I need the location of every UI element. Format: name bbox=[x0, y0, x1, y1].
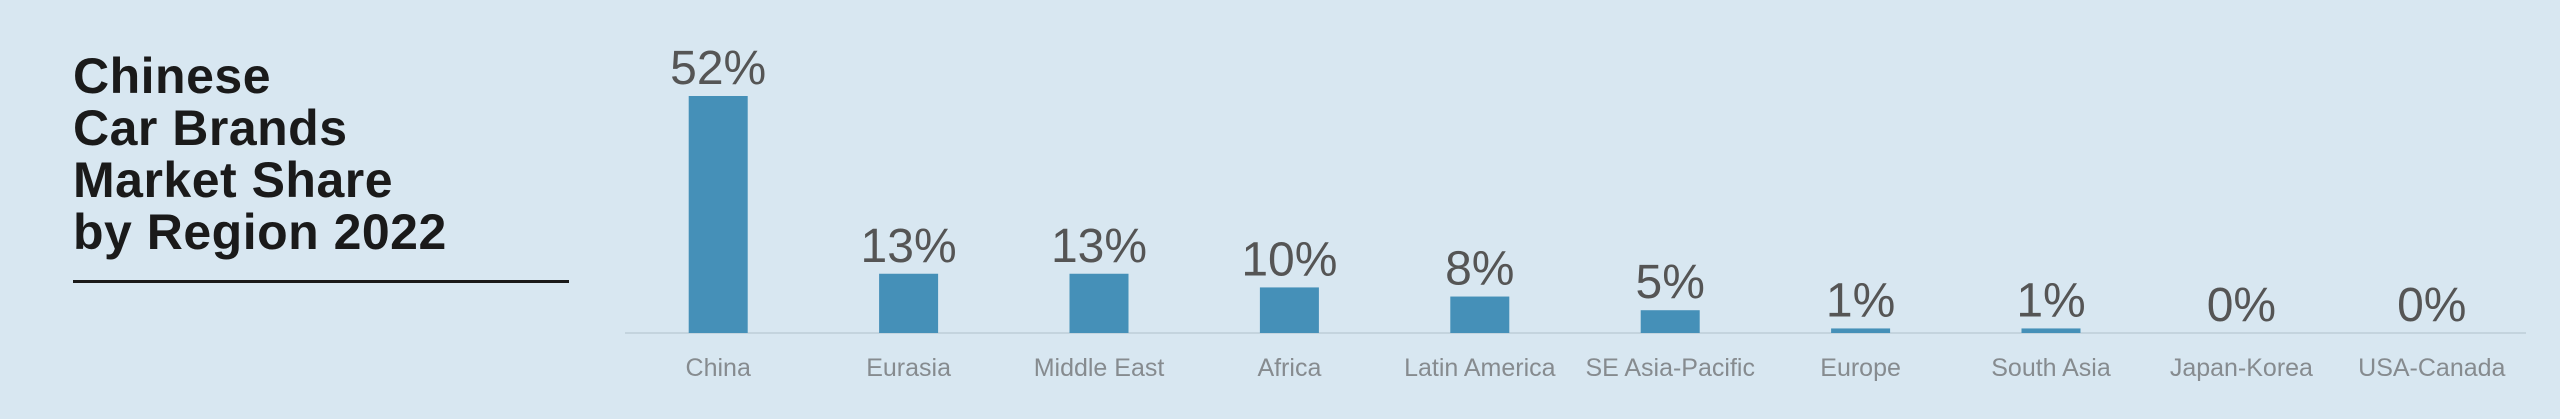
bar bbox=[1450, 296, 1510, 333]
value-label: 1% bbox=[1826, 274, 1895, 327]
chart-title: Chinese Car Brands Market Share by Regio… bbox=[73, 48, 447, 260]
bar bbox=[1640, 310, 1700, 333]
x-tick-label: China bbox=[686, 354, 751, 382]
value-label: 10% bbox=[1241, 233, 1337, 286]
value-label: 52% bbox=[670, 42, 766, 95]
x-tick-label: Eurasia bbox=[866, 354, 951, 382]
bar bbox=[688, 96, 748, 333]
x-tick-label: Africa bbox=[1257, 354, 1321, 382]
value-label: 0% bbox=[2397, 279, 2466, 332]
value-label: 13% bbox=[1051, 220, 1147, 273]
x-tick-label: SE Asia-Pacific bbox=[1585, 354, 1755, 382]
value-label: 0% bbox=[2207, 279, 2276, 332]
value-label: 13% bbox=[861, 220, 957, 273]
x-tick-label: Latin America bbox=[1404, 354, 1556, 382]
bar bbox=[1069, 273, 1129, 333]
x-tick-label: USA-Canada bbox=[2358, 354, 2505, 382]
bar bbox=[879, 273, 939, 333]
value-label: 1% bbox=[2016, 274, 2085, 327]
value-label: 5% bbox=[1636, 256, 1705, 309]
x-tick-label: South Asia bbox=[1991, 354, 2111, 382]
x-tick-label: Middle East bbox=[1034, 354, 1165, 382]
x-tick-label: Europe bbox=[1820, 354, 1901, 382]
value-label: 8% bbox=[1445, 243, 1514, 296]
bar bbox=[2021, 328, 2081, 333]
bar bbox=[1831, 328, 1891, 333]
bar bbox=[1259, 287, 1319, 333]
x-tick-label: Japan-Korea bbox=[2170, 354, 2313, 382]
title-underline bbox=[73, 280, 569, 283]
